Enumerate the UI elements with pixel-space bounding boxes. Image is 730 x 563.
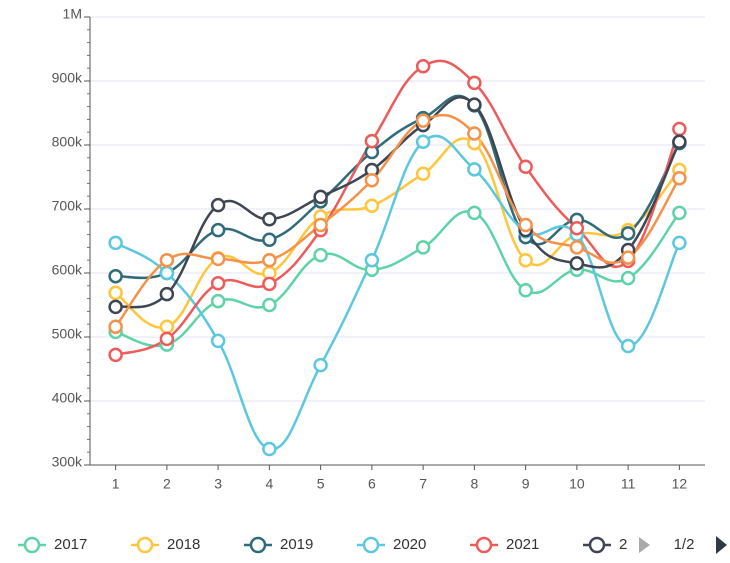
point <box>569 256 585 271</box>
point <box>467 75 482 91</box>
y-tick-label: 800k <box>52 134 83 150</box>
point <box>262 276 277 292</box>
point <box>620 250 636 265</box>
point <box>467 126 482 141</box>
legend-label: 2019 <box>280 536 313 553</box>
point <box>262 252 277 268</box>
legend: 2017 2018 2019 2020 2021 2022 <box>18 536 652 554</box>
legend-marker <box>475 536 493 554</box>
legend-marker <box>136 536 154 554</box>
x-tick-label: 12 <box>672 476 688 492</box>
point <box>672 171 687 186</box>
y-tick-label: 600k <box>52 262 83 278</box>
point <box>313 217 328 233</box>
point <box>518 217 533 233</box>
y-tick-label: 1M <box>63 6 82 22</box>
point <box>210 333 226 349</box>
point <box>108 319 123 335</box>
point <box>108 285 123 301</box>
point <box>569 240 585 255</box>
point <box>313 189 328 205</box>
legend-next[interactable] <box>716 536 727 554</box>
point <box>210 251 226 267</box>
point <box>518 283 533 298</box>
point <box>108 235 123 251</box>
legend-label: 2018 <box>167 536 200 553</box>
x-tick-label: 7 <box>419 476 427 492</box>
legend-prev <box>639 537 650 553</box>
x-tick-label: 2 <box>163 476 171 492</box>
y-tick-label: 300k <box>52 454 83 470</box>
point <box>518 159 533 175</box>
legend-label: 2020 <box>393 536 426 553</box>
point <box>313 357 328 373</box>
y-tick-label: 500k <box>52 326 83 342</box>
y-tick-label: 400k <box>52 390 83 406</box>
point <box>569 220 585 236</box>
point <box>108 299 123 315</box>
point <box>262 441 277 457</box>
point <box>672 134 687 150</box>
point <box>210 222 226 238</box>
point <box>415 59 431 74</box>
x-tick-label: 9 <box>522 476 530 492</box>
point <box>467 162 482 177</box>
x-tick-label: 8 <box>470 476 478 492</box>
point <box>518 252 533 268</box>
point <box>262 232 277 247</box>
point <box>672 205 687 221</box>
point <box>159 319 175 335</box>
point <box>364 198 380 214</box>
point <box>210 293 226 309</box>
point <box>672 121 687 137</box>
point <box>415 113 431 128</box>
point <box>415 240 431 255</box>
point <box>159 286 175 302</box>
x-tick-label: 1 <box>112 476 120 492</box>
point <box>364 133 380 149</box>
point <box>620 270 636 286</box>
x-tick-label: 4 <box>265 476 273 492</box>
series-line <box>114 113 681 328</box>
point <box>313 247 328 263</box>
point <box>672 235 687 251</box>
point <box>415 134 431 150</box>
point <box>210 275 226 291</box>
x-tick-label: 11 <box>621 476 636 492</box>
legend-marker <box>362 536 380 554</box>
point <box>159 331 175 347</box>
x-tick-label: 6 <box>368 476 376 492</box>
point <box>262 297 277 313</box>
series-line <box>114 134 681 451</box>
y-tick-label: 900k <box>52 70 83 86</box>
x-tick-label: 5 <box>317 476 325 492</box>
point <box>159 265 175 281</box>
point <box>620 226 636 241</box>
point <box>415 166 431 182</box>
point <box>262 211 277 227</box>
legend-page: 1/2 <box>674 536 695 553</box>
legend-label: 2022 <box>619 536 652 553</box>
legend-label: 2021 <box>506 536 539 553</box>
point <box>108 347 123 363</box>
legend-label: 2017 <box>54 536 87 553</box>
point <box>364 172 380 188</box>
y-tick-label: 700k <box>52 198 83 214</box>
point <box>467 97 482 112</box>
point <box>620 338 636 354</box>
legend-marker <box>588 536 606 554</box>
point <box>467 205 482 221</box>
point <box>364 252 380 268</box>
point <box>210 197 226 213</box>
point <box>159 252 175 268</box>
legend-marker <box>23 536 41 554</box>
point <box>108 268 123 284</box>
x-tick-label: 3 <box>214 476 222 492</box>
legend-marker <box>249 536 267 554</box>
x-tick-label: 10 <box>569 476 585 492</box>
